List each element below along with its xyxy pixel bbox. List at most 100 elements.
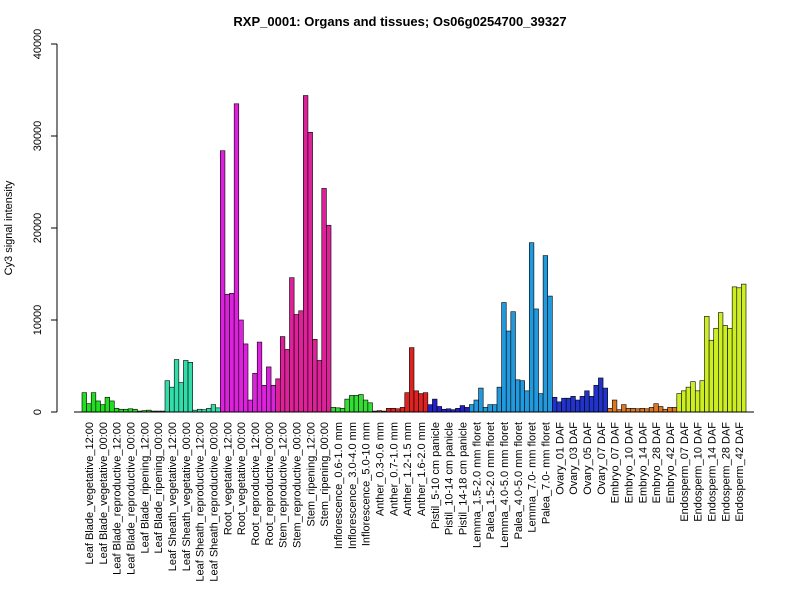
x-tick-label: Anther_1.2-1.5 mm (402, 422, 414, 516)
x-tick-label: Anther_0.3-0.6 mm (374, 422, 386, 516)
x-tick-label: Endosperm_42 DAF (734, 422, 746, 522)
bar (575, 399, 581, 413)
y-tick-label: 10000 (32, 305, 44, 336)
bar (473, 399, 479, 413)
bar (432, 398, 438, 413)
bar (694, 390, 701, 413)
bar (243, 343, 249, 413)
x-tick-label: Endosperm_10 DAF (693, 422, 705, 522)
bar (206, 408, 212, 413)
bar (104, 396, 110, 413)
bar (224, 293, 230, 413)
bar (588, 396, 595, 413)
bar (178, 382, 184, 413)
x-tick-label: Stem_reproductive_00:00 (291, 422, 303, 548)
x-tick-label: Leaf Blade_vegetative_00:00 (98, 422, 110, 565)
bar (579, 396, 585, 413)
bar (598, 377, 604, 413)
bar (658, 406, 664, 413)
bar (718, 312, 724, 413)
bar (344, 398, 350, 413)
x-tick-label: Stem_reproductive_12:00 (278, 422, 290, 548)
bar (418, 393, 424, 413)
bars (81, 95, 747, 413)
bar (487, 404, 493, 413)
bar (266, 366, 272, 413)
x-tick-label: Endosperm_14 DAF (706, 422, 718, 522)
x-tick-label: Palea_4.0-5.0 mm floret (513, 422, 525, 539)
x-tick-label: Leaf Blade_vegetative_12:00 (84, 422, 96, 565)
bar (565, 397, 572, 413)
bar (699, 380, 705, 413)
bar (215, 407, 221, 413)
bar (602, 387, 608, 413)
bar (492, 404, 498, 413)
bar (210, 404, 217, 413)
bar (538, 393, 544, 413)
x-tick-label: Pistil_10-14 cm panicle (444, 422, 456, 535)
x-tick-label: Embryo_07 DAF (610, 422, 622, 504)
x-tick-label: Pistil_5-10 cm panicle (430, 422, 442, 529)
bar (708, 339, 715, 413)
x-tick-label: Root_reproductive_00:00 (264, 422, 276, 546)
bar (321, 188, 327, 413)
x-tick-label: Embryo_42 DAF (665, 422, 677, 504)
bar (455, 408, 461, 413)
bar (81, 392, 87, 413)
bar (279, 336, 286, 413)
bar (556, 401, 562, 413)
x-tick-label: Anther_1.6-2.0 mm (416, 422, 428, 516)
bar (164, 380, 170, 413)
y-tick-label: 30000 (32, 121, 44, 152)
bar (459, 405, 466, 413)
x-tick-label: Stem_ripening_00:00 (319, 422, 331, 527)
bar (330, 407, 336, 413)
bar (736, 287, 742, 413)
bar (584, 390, 590, 413)
bar (367, 402, 373, 413)
bar (86, 403, 92, 413)
bar (607, 408, 613, 413)
x-tick-label: Inflorescence_3.0-4.0 mm (347, 422, 359, 549)
x-tick-label: Anther_0.7-1.0 mm (388, 422, 400, 516)
bar (648, 407, 655, 413)
x-tick-label: Root_reproductive_12:00 (250, 422, 262, 546)
bar (501, 302, 507, 413)
x-tick-label: Leaf Blade_ripening_12:00 (139, 422, 151, 554)
bar (478, 387, 484, 413)
bar (547, 295, 553, 413)
bar (727, 327, 733, 413)
bar (731, 286, 738, 413)
bar (630, 408, 636, 413)
bar (515, 379, 521, 413)
bar (639, 408, 645, 413)
bar (95, 400, 101, 413)
bar (681, 390, 687, 413)
bar (667, 407, 673, 413)
x-tick-label: Ovary_03 DAF (568, 422, 580, 495)
bar (621, 404, 627, 413)
bar (187, 362, 193, 413)
chart-title: RXP_0001: Organs and tissues; Os06g02547… (233, 14, 566, 29)
bar (335, 407, 341, 413)
x-tick-label: Leaf Blade_ripening_00:00 (153, 422, 165, 554)
bar (261, 385, 267, 413)
bar (741, 283, 747, 413)
bar (284, 349, 290, 413)
bar (252, 373, 258, 413)
x-tick-label: Leaf Blade_reproductive_00:00 (125, 422, 137, 575)
bar (427, 404, 433, 413)
bar (289, 277, 295, 413)
bar (233, 103, 240, 413)
y-axis: 0 10000 20000 30000 40000 (32, 29, 58, 415)
bar (722, 325, 728, 413)
x-tick-label: Ovary_05 DAF (582, 422, 594, 495)
bar (238, 319, 244, 413)
bar (113, 408, 120, 413)
bar (349, 395, 355, 413)
bar (404, 392, 410, 413)
x-tick-label: Leaf Blade_reproductive_12:00 (112, 422, 124, 575)
y-axis-label: Cy3 signal intensity (3, 180, 15, 275)
bar (169, 386, 175, 413)
bar (353, 395, 359, 413)
